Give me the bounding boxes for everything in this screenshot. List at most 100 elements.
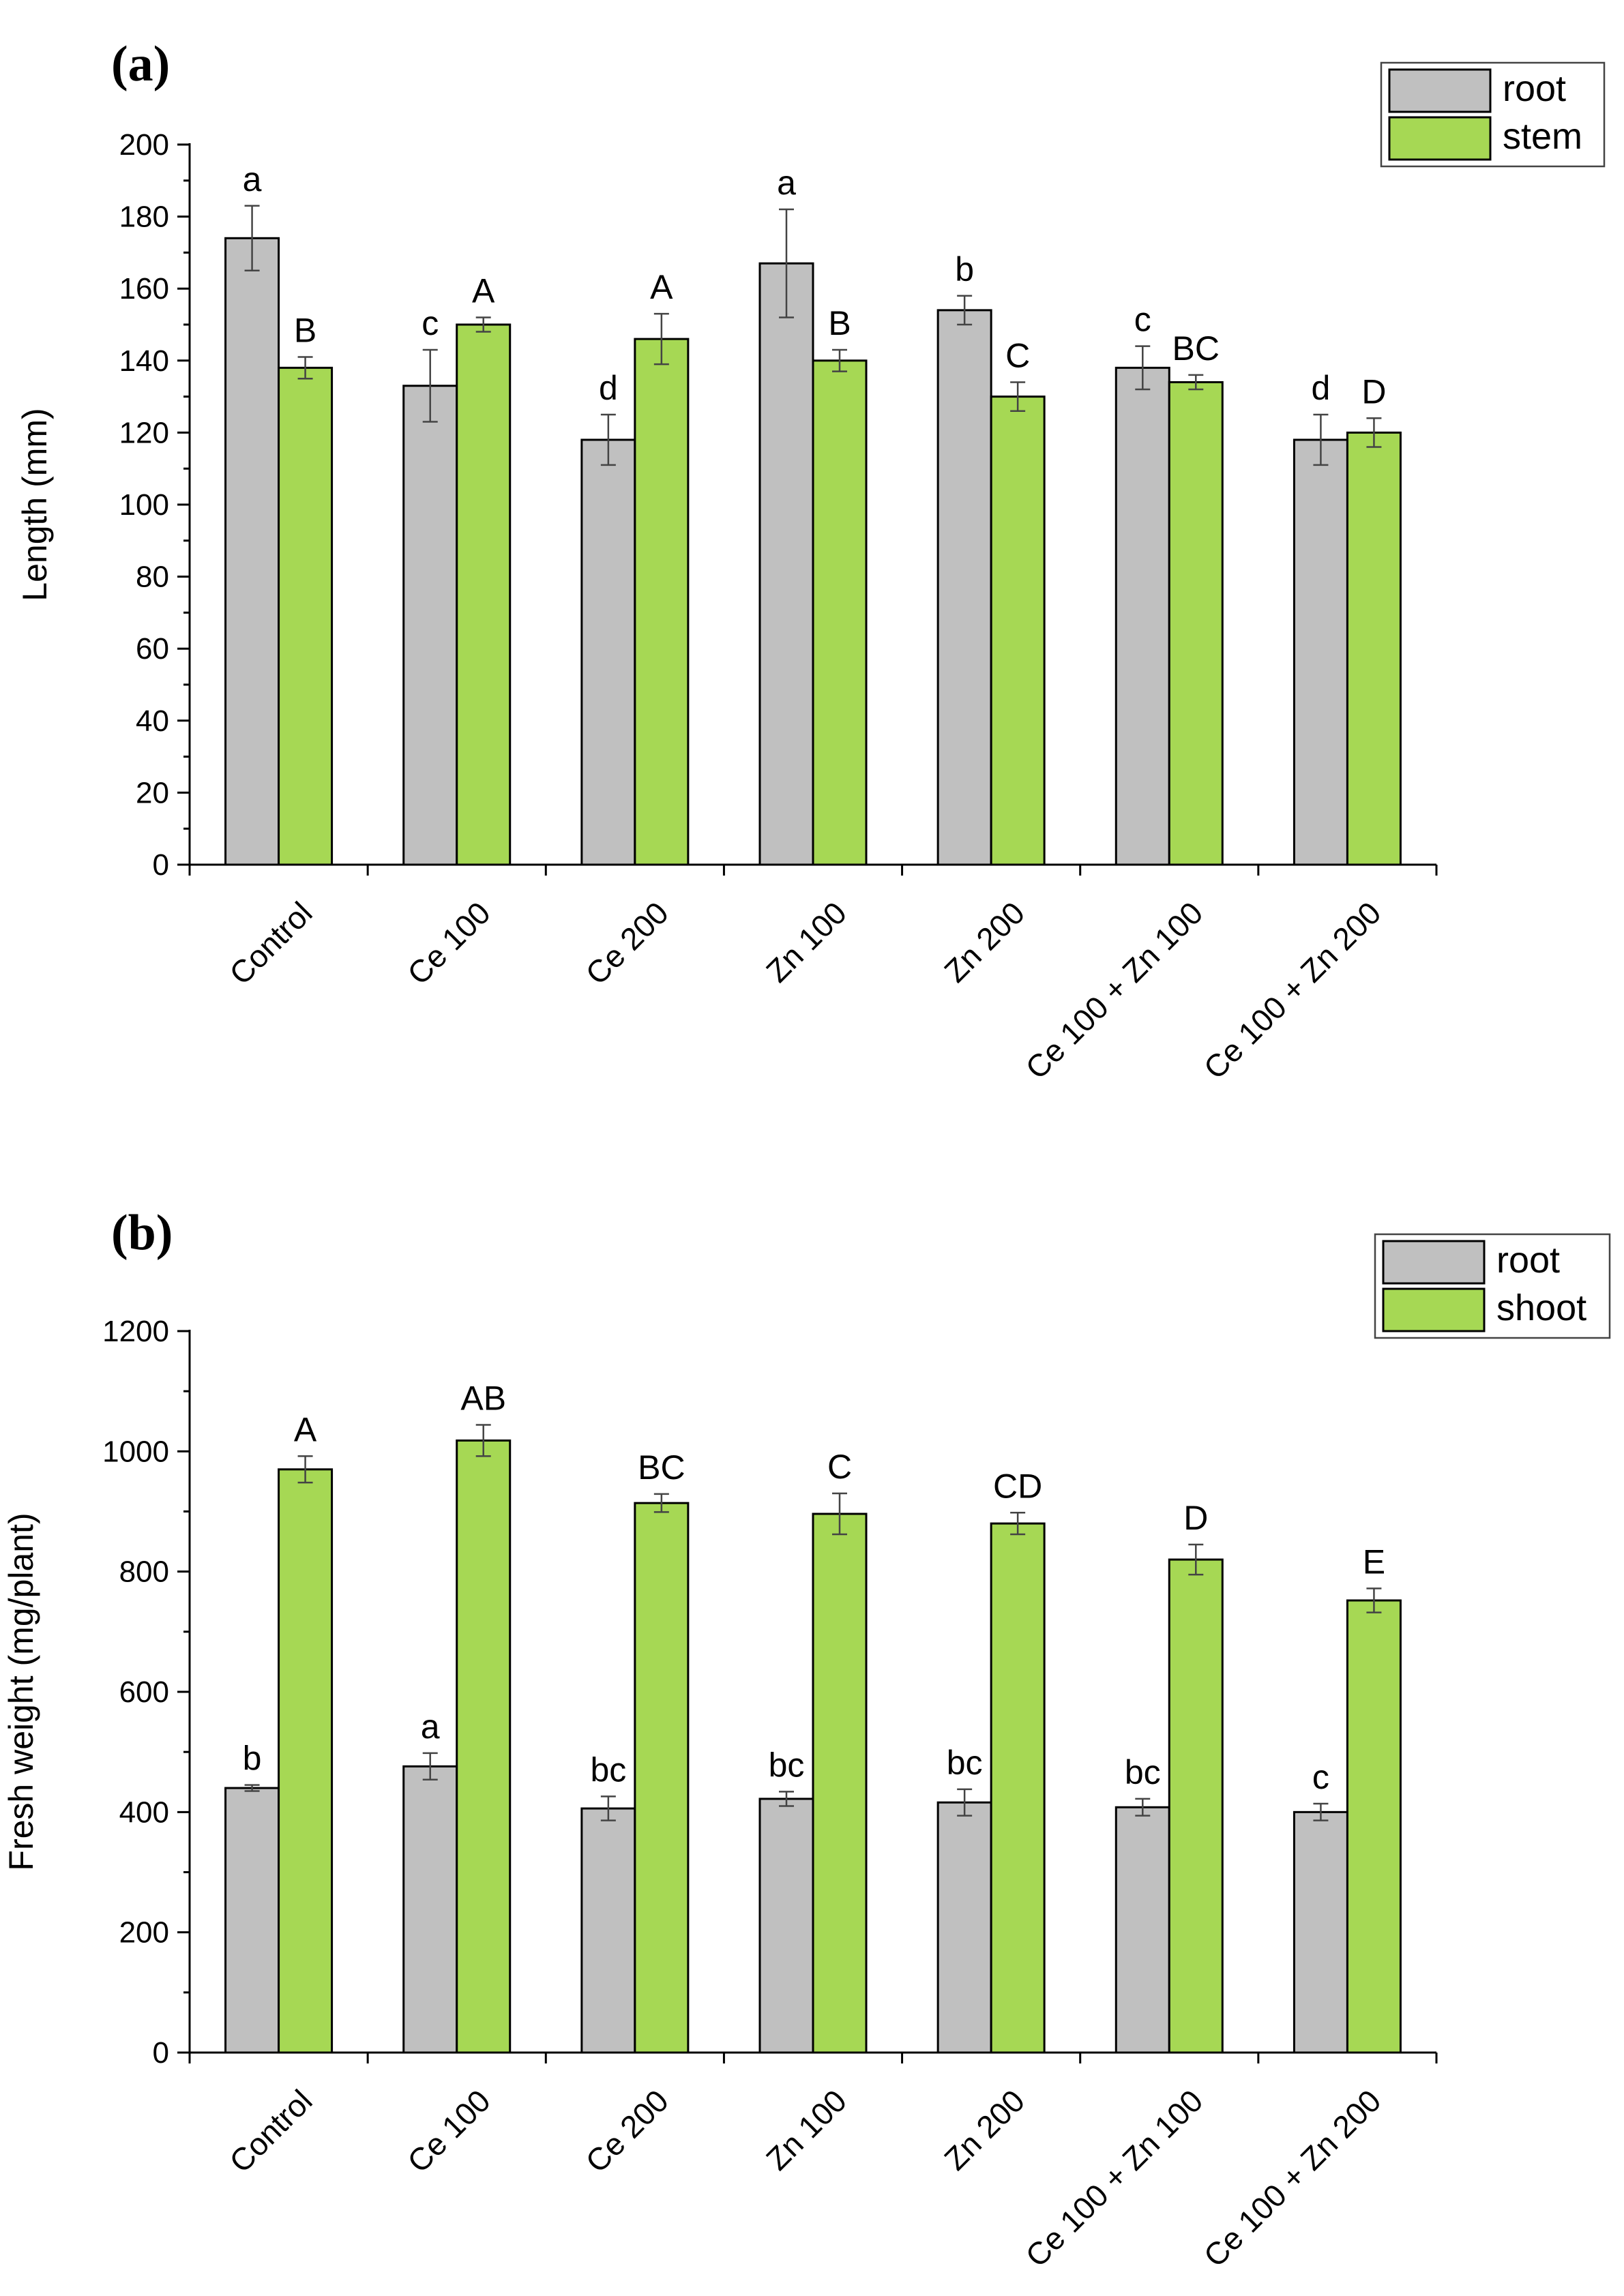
- bar-shoot-1: [456, 1439, 512, 2054]
- x-category-label: Control: [222, 2083, 319, 2179]
- bar-root-0: [224, 237, 280, 866]
- y-tick-label: 120: [119, 416, 169, 449]
- legend-swatch-root: [1388, 68, 1492, 113]
- panel-label: (b): [111, 1205, 173, 1261]
- error-bar-shoot-4: [1010, 1512, 1026, 1536]
- significance-letter-root-6: d: [1312, 369, 1331, 407]
- y-tick-label: 160: [119, 272, 169, 305]
- error-bar-stem-6: [1366, 417, 1382, 448]
- error-bar-shoot-2: [653, 1493, 669, 1513]
- significance-letter-stem-6: D: [1361, 372, 1386, 411]
- bar-root-1: [402, 1765, 458, 2054]
- error-bar-stem-5: [1188, 374, 1204, 391]
- x-category-label: Control: [222, 895, 319, 992]
- significance-letter-root-6: c: [1312, 1758, 1329, 1796]
- error-bar-shoot-1: [475, 1424, 491, 1457]
- error-bar-root-1: [422, 348, 438, 423]
- bar-root-4: [936, 1801, 992, 2054]
- error-bar-root-0: [244, 205, 260, 272]
- bar-root-2: [580, 1807, 636, 2054]
- error-bar-stem-3: [832, 348, 847, 372]
- significance-letter-stem-5: BC: [1172, 329, 1220, 368]
- x-category-label: Ce 200: [578, 895, 675, 992]
- bar-root-4: [936, 309, 992, 866]
- error-bar-stem-0: [297, 356, 313, 380]
- y-tick-label: 100: [119, 488, 169, 522]
- error-bar-root-2: [600, 1795, 616, 1821]
- x-category-label: Zn 200: [937, 895, 1031, 989]
- error-bar-stem-1: [475, 316, 491, 333]
- x-category-label: Ce 100 + Zn 200: [1197, 2083, 1388, 2273]
- significance-letter-root-5: c: [1134, 301, 1151, 339]
- significance-letter-root-1: a: [421, 1708, 440, 1746]
- bar-stem-5: [1168, 381, 1224, 866]
- bar-root-1: [402, 385, 458, 866]
- legend-label-stem: stem: [1503, 116, 1582, 157]
- significance-letter-shoot-4: CD: [993, 1467, 1042, 1505]
- error-bar-root-0: [244, 1784, 260, 1792]
- y-axis-title: Fresh weight (mg/plant): [2, 1512, 40, 1870]
- error-bar-shoot-0: [297, 1455, 313, 1484]
- legend-swatch-stem: [1388, 116, 1492, 161]
- y-tick-label: 80: [136, 561, 169, 594]
- y-tick-label: 140: [119, 344, 169, 378]
- significance-letter-stem-1: A: [472, 271, 495, 310]
- x-category-label: Ce 200: [578, 2083, 675, 2179]
- significance-letter-stem-4: C: [1005, 336, 1030, 374]
- x-category-label: Zn 100: [759, 2083, 853, 2177]
- significance-letter-root-1: c: [422, 304, 439, 342]
- x-category-label: Ce 100: [400, 895, 497, 992]
- bar-root-6: [1293, 438, 1348, 866]
- y-tick-label: 180: [119, 200, 169, 234]
- bar-root-5: [1114, 366, 1170, 866]
- error-bar-stem-4: [1010, 381, 1026, 412]
- bar-stem-4: [990, 396, 1046, 866]
- bar-stem-6: [1346, 431, 1402, 866]
- significance-letter-root-3: bc: [769, 1746, 805, 1784]
- error-bar-shoot-6: [1366, 1587, 1382, 1613]
- x-category-label: Ce 100 + Zn 100: [1018, 2083, 1209, 2273]
- y-tick-label: 1000: [102, 1435, 169, 1468]
- significance-letter-shoot-0: A: [294, 1410, 317, 1448]
- error-bar-root-4: [957, 1788, 973, 1817]
- bar-stem-2: [634, 338, 690, 866]
- y-tick-label: 0: [153, 848, 169, 882]
- x-category-label: Ce 100 + Zn 200: [1197, 895, 1388, 1086]
- legend-label-shoot: shoot: [1496, 1287, 1586, 1328]
- significance-letter-shoot-2: BC: [638, 1448, 685, 1487]
- y-axis-title: Length (mm): [16, 408, 54, 601]
- significance-letter-root-5: bc: [1125, 1753, 1161, 1791]
- y-tick-label: 600: [119, 1675, 169, 1709]
- bar-root-0: [224, 1787, 280, 2054]
- error-bar-root-5: [1135, 345, 1151, 391]
- bar-root-6: [1293, 1810, 1348, 2054]
- x-category-label: Ce 100: [400, 2083, 497, 2179]
- y-tick-label: 200: [119, 1916, 169, 1950]
- significance-letter-root-2: bc: [590, 1750, 626, 1789]
- error-bar-root-3: [779, 1791, 794, 1807]
- error-bar-root-3: [779, 208, 794, 318]
- error-bar-shoot-5: [1188, 1543, 1204, 1576]
- significance-letter-shoot-1: AB: [460, 1380, 506, 1418]
- bar-shoot-3: [812, 1512, 868, 2054]
- y-tick-label: 200: [119, 128, 169, 162]
- y-tick-label: 60: [136, 632, 169, 666]
- legend: root shoot: [1374, 1233, 1611, 1339]
- significance-letter-root-2: d: [599, 369, 618, 407]
- significance-letter-root-4: bc: [947, 1744, 983, 1782]
- bar-shoot-0: [278, 1468, 334, 2054]
- y-tick-label: 400: [119, 1795, 169, 1829]
- bar-shoot-6: [1346, 1599, 1402, 2054]
- significance-letter-shoot-6: E: [1363, 1542, 1385, 1581]
- significance-letter-shoot-5: D: [1183, 1499, 1208, 1537]
- error-bar-stem-2: [653, 312, 669, 366]
- error-bar-root-6: [1313, 413, 1329, 466]
- panel-label: (a): [111, 36, 170, 92]
- x-category-label: Zn 200: [937, 2083, 1031, 2177]
- bar-stem-3: [812, 359, 868, 866]
- bar-shoot-2: [634, 1502, 690, 2054]
- significance-letter-shoot-3: C: [827, 1448, 852, 1486]
- x-category-label: Zn 100: [759, 895, 853, 989]
